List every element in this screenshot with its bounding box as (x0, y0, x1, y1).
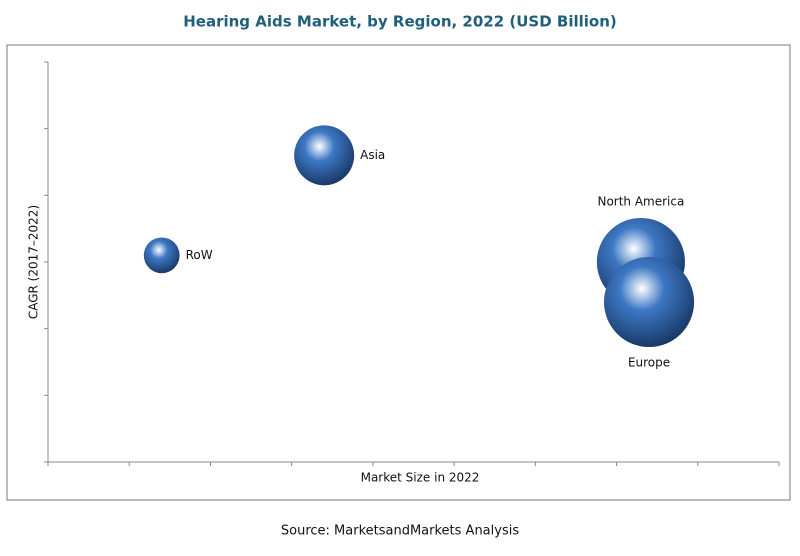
bubble-label: Europe (628, 356, 670, 370)
plot-frame (6, 44, 791, 501)
bubble-label: North America (597, 194, 684, 208)
bubble (294, 125, 355, 186)
source-note: Source: MarketsandMarkets Analysis (281, 524, 519, 539)
x-axis-label: Market Size in 2022 (361, 471, 480, 485)
bubble (603, 256, 695, 348)
chart-title: Hearing Aids Market, by Region, 2022 (US… (183, 13, 617, 31)
y-axis-label: CAGR (2017–2022) (27, 205, 41, 319)
bubble-label: Asia (360, 148, 385, 162)
bubble-label: RoW (186, 248, 213, 262)
bubble (143, 237, 180, 274)
